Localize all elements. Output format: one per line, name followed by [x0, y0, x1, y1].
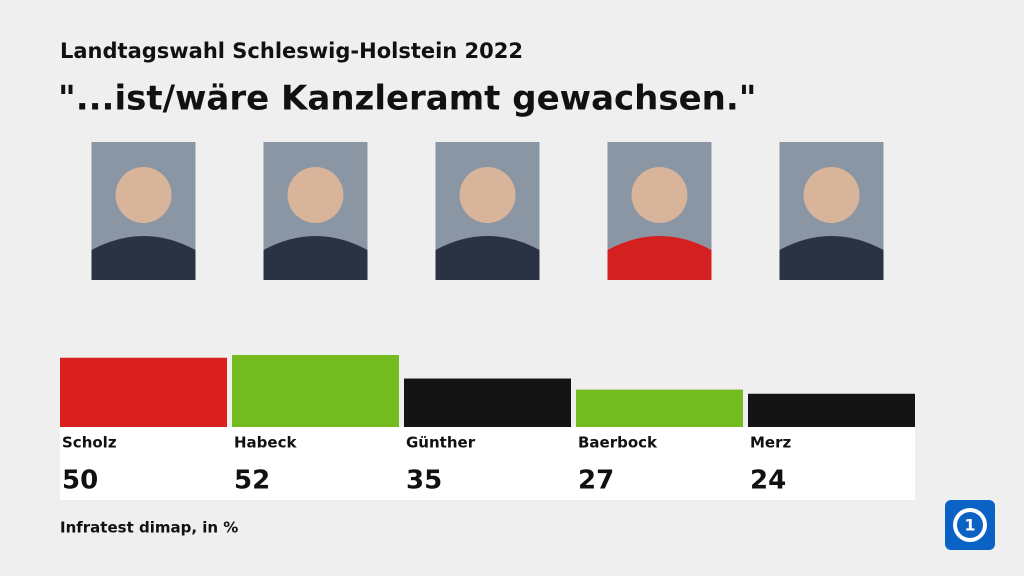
portrait-head: [115, 167, 172, 223]
bar: [232, 354, 399, 427]
category-label: Merz: [750, 434, 791, 452]
svg-text:1: 1: [964, 516, 975, 535]
portrait-body: [607, 236, 712, 280]
value-label: 35: [406, 466, 442, 496]
value-label: 50: [62, 466, 98, 496]
portrait-head: [287, 167, 344, 223]
portrait-head: [803, 167, 860, 223]
bar: [60, 357, 227, 427]
bar: [748, 393, 915, 427]
portrait-body: [435, 236, 540, 280]
chart-title: Landtagswahl Schleswig-Holstein 2022: [60, 39, 523, 63]
category-label: Baerbock: [578, 434, 658, 452]
label-panel: [60, 427, 915, 500]
bar: [576, 389, 743, 427]
bar: [404, 378, 571, 427]
portrait-head: [459, 167, 516, 223]
portrait-head: [631, 167, 688, 223]
value-label: 52: [234, 466, 270, 496]
category-label: Habeck: [234, 434, 297, 452]
value-label: 27: [578, 466, 614, 496]
portrait-body: [779, 236, 884, 280]
value-label: 24: [750, 466, 786, 496]
portrait-body: [263, 236, 368, 280]
chart-subtitle: "...ist/wäre Kanzleramt gewachsen.": [58, 79, 757, 119]
category-label: Scholz: [62, 434, 117, 452]
source: Infratest dimap, in %: [60, 519, 238, 537]
category-label: Günther: [406, 434, 476, 452]
portrait-body: [91, 236, 196, 280]
logo: 1: [945, 500, 995, 550]
